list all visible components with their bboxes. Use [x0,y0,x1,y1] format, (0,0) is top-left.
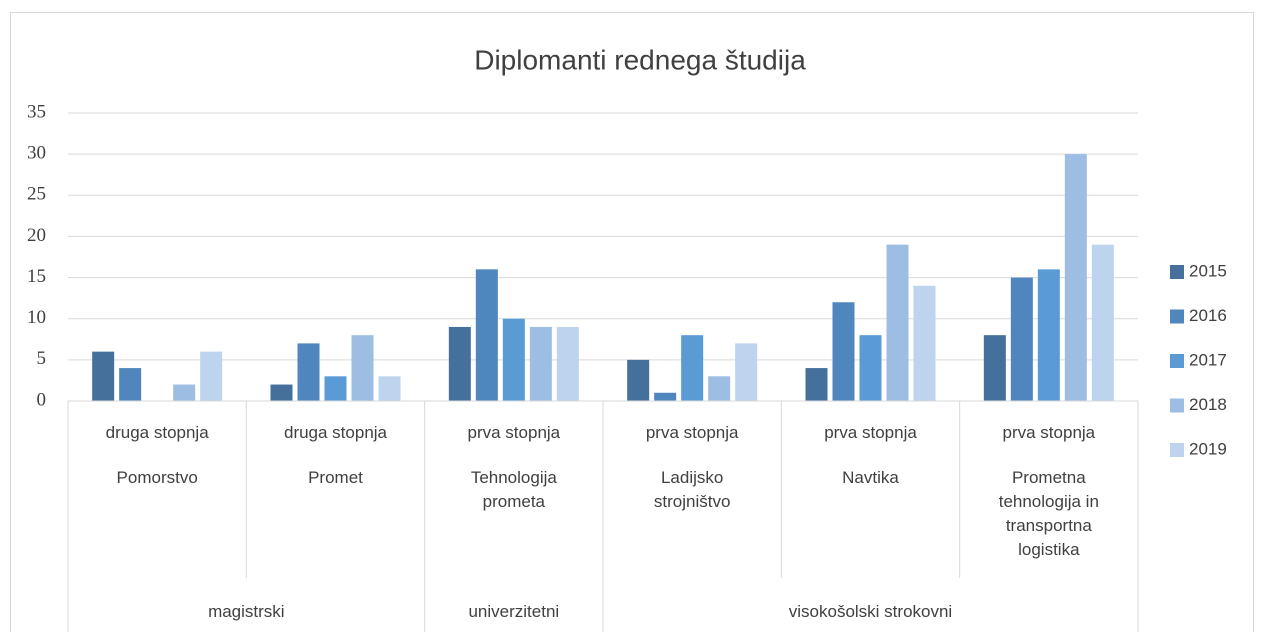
legend-label: 2017 [1189,350,1227,369]
legend-label: 2015 [1189,261,1227,280]
category-group-label: magistrski [208,602,285,621]
bar [378,376,401,401]
legend-swatch [1170,354,1184,368]
bar [983,335,1006,401]
y-tick-label: 5 [37,348,47,369]
bar [92,351,115,401]
category-label: Prometna tehnologija in transportna logi… [998,468,1099,559]
legend-swatch [1170,265,1184,279]
y-tick-label: 10 [27,307,46,328]
category-level2-label: prva stopnja [467,423,561,442]
bar [681,335,704,401]
category-group-label: visokošolski strokovni [788,602,953,621]
category-level2-label: druga stopnja [105,423,209,442]
bar [913,285,936,401]
legend-swatch [1170,309,1184,324]
category-level2-label: prva stopnja [824,423,917,442]
bar [270,384,293,401]
y-tick-label: 25 [27,184,46,205]
bar [475,269,498,401]
bar [1064,154,1087,401]
y-tick-label: 15 [27,266,46,287]
legend-label: 2019 [1189,439,1227,458]
bar [1037,269,1060,401]
bar [708,376,731,401]
category-level2-label: prva stopnja [1002,423,1096,442]
y-tick-label: 35 [27,101,46,122]
category-label: Ladijsko strojništvo [653,468,731,511]
bar [529,326,552,401]
bar [1010,277,1033,401]
bar [832,302,855,401]
bar [448,326,471,401]
bar [859,335,882,401]
bar [627,359,650,401]
chart-title: Diplomanti rednega študija [474,44,806,75]
y-tick-label: 20 [27,225,46,246]
y-tick-label: 30 [27,143,46,164]
y-tick-label: 0 [37,389,47,410]
bar [324,376,347,401]
bar [351,335,374,401]
legend-label: 2018 [1189,395,1227,414]
bar [502,318,525,401]
category-label: Navtika [842,468,899,487]
bar [119,368,142,401]
category-level2-label: prva stopnja [645,423,739,442]
bar [556,326,579,401]
category-label: Promet [308,468,363,487]
category-level2-label: druga stopnja [283,423,388,442]
bar [735,343,758,401]
category-label: Tehnologija prometa [470,468,557,511]
bar [173,384,196,401]
category-label: Pomorstvo [116,468,198,487]
legend-swatch [1170,398,1184,413]
legend-swatch [1170,443,1184,457]
legend-label: 2016 [1189,306,1227,325]
bar [1091,244,1114,401]
bar [886,244,909,401]
bar [805,368,828,401]
category-group-label: univerzitetni [468,602,560,621]
bar [654,392,677,401]
bar [297,343,320,401]
bar [200,351,223,401]
